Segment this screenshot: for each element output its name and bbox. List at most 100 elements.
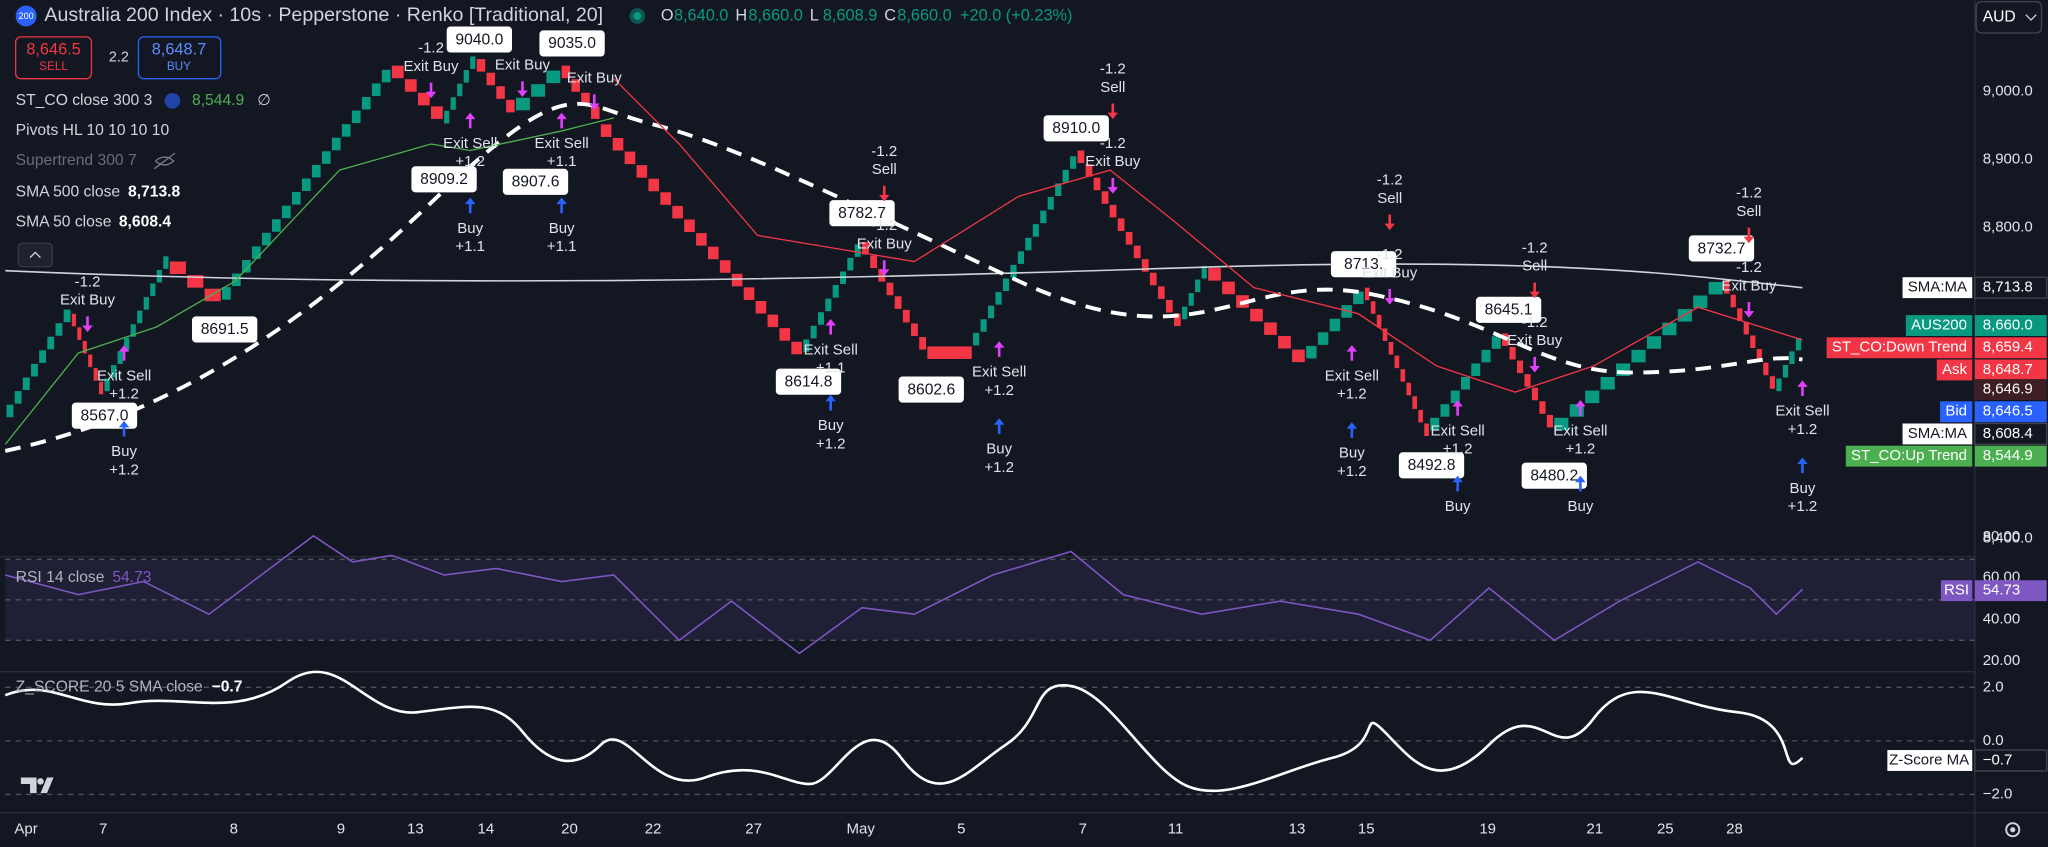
buy-label[interactable]: BUY bbox=[167, 60, 191, 73]
renko-brick bbox=[684, 219, 695, 233]
renko-brick bbox=[1600, 377, 1615, 390]
renko-brick bbox=[1516, 360, 1524, 374]
signal-label: -1.2 bbox=[1100, 61, 1126, 78]
signal-arrow bbox=[1452, 399, 1463, 416]
sell-label[interactable]: SELL bbox=[39, 60, 68, 73]
pivot-label: 8910.0 bbox=[1052, 120, 1100, 137]
renko-brick bbox=[391, 65, 404, 79]
sell-price[interactable]: 8,646.5 bbox=[26, 40, 80, 58]
renko-brick bbox=[1450, 390, 1460, 404]
signal-label: Sell bbox=[872, 161, 897, 178]
pivot-label: 8691.5 bbox=[201, 321, 249, 338]
signal-label: Exit Buy bbox=[1085, 153, 1141, 170]
pivot-box bbox=[1043, 115, 1109, 142]
renko-brick bbox=[82, 340, 87, 354]
renko-brick bbox=[1531, 387, 1539, 401]
pivot-box bbox=[446, 26, 512, 53]
zscore-axis-label: 2.0 bbox=[1983, 678, 2004, 695]
axes: 9,000.08,900.08,800.08,400.080.0060.0040… bbox=[14, 83, 2048, 838]
price-tag-label: SMA:MA bbox=[1908, 279, 1967, 296]
indicator-name[interactable]: ST_CO close 300 3 bbox=[16, 92, 153, 109]
indicator-name[interactable]: SMA 500 close bbox=[16, 183, 121, 200]
signal-label: Buy bbox=[1790, 480, 1816, 497]
renko-brick bbox=[311, 164, 321, 178]
pivot-label: 8602.6 bbox=[907, 381, 955, 398]
renko-brick bbox=[321, 151, 331, 164]
buy-button[interactable] bbox=[137, 36, 222, 80]
renko-brick bbox=[624, 151, 636, 165]
signal-label: +1.1 bbox=[547, 238, 577, 255]
renko-brick bbox=[810, 325, 817, 339]
indicator-value: 8,713.8 bbox=[128, 183, 181, 200]
sell-button[interactable] bbox=[15, 36, 93, 80]
signal-label: Exit Sell bbox=[972, 364, 1026, 381]
renko-brick bbox=[707, 246, 719, 260]
pivot-box bbox=[1688, 235, 1755, 262]
renko-brick bbox=[1093, 177, 1101, 191]
renko-brick bbox=[457, 83, 463, 97]
signal-arrow bbox=[589, 94, 600, 111]
signal-label: Exit Sell bbox=[1325, 367, 1379, 384]
price-tag-label: Ask bbox=[1942, 361, 1968, 378]
renko-brick bbox=[1737, 308, 1743, 321]
signal-label: Exit Sell bbox=[97, 367, 151, 384]
time-axis-label: 28 bbox=[1726, 821, 1743, 838]
renko-brick bbox=[1730, 294, 1736, 308]
price-tag-label: ST_CO:Down Trend bbox=[1832, 339, 1967, 356]
renko-brick bbox=[1182, 306, 1188, 320]
indicator-extra: ∅ bbox=[257, 92, 271, 109]
renko-brick bbox=[117, 351, 123, 364]
price-tag-value: 8,544.9 bbox=[1983, 447, 2033, 464]
ohlc-value: 8,640.0 bbox=[674, 6, 728, 24]
signal-arrow bbox=[825, 394, 836, 411]
renko-brick bbox=[847, 257, 854, 271]
renko-brick bbox=[591, 106, 600, 119]
indicator-name[interactable]: SMA 50 close bbox=[16, 213, 112, 230]
renko-brick bbox=[1724, 281, 1730, 294]
hidden-icon[interactable] bbox=[153, 152, 176, 170]
buy-price[interactable]: 8,648.7 bbox=[152, 40, 206, 58]
renko-brick bbox=[1662, 322, 1677, 336]
signal-label: -1.2 bbox=[1377, 246, 1403, 263]
renko-brick bbox=[1222, 281, 1235, 295]
sma-500-line bbox=[5, 263, 1803, 289]
renko-brick bbox=[1708, 281, 1723, 295]
settings-icon[interactable] bbox=[2005, 822, 2021, 838]
signal-arrow bbox=[1346, 422, 1358, 438]
signal-arrow bbox=[1346, 345, 1358, 361]
signal-label: Exit Sell bbox=[804, 341, 858, 358]
indicator-name[interactable]: Supertrend 300 7 bbox=[16, 152, 137, 169]
indicator-name[interactable]: Pivots HL 10 10 10 10 bbox=[16, 122, 170, 139]
currency[interactable]: AUD bbox=[1983, 8, 2016, 25]
renko-brick bbox=[1400, 369, 1406, 382]
renko-brick bbox=[870, 255, 878, 269]
collapse-button[interactable] bbox=[17, 242, 53, 268]
renko-brick bbox=[1750, 335, 1756, 349]
signal-arrow bbox=[1797, 457, 1808, 474]
time-axis-label: 19 bbox=[1479, 821, 1496, 838]
currency-button[interactable] bbox=[1975, 0, 2043, 34]
renko-brick bbox=[1524, 374, 1531, 387]
signal-label: Sell bbox=[1100, 79, 1125, 96]
ohlc: O 8,640.0 H 8,660.0 L 8,608.9 C 8,660.0 bbox=[661, 6, 952, 24]
pivot-box bbox=[1521, 462, 1587, 489]
pane-levels bbox=[5, 558, 1975, 796]
rsi-title[interactable]: RSI 14 close bbox=[16, 569, 105, 586]
signal-label: Exit Sell bbox=[443, 135, 497, 152]
renko-brick bbox=[731, 273, 743, 287]
time-axis-label: 14 bbox=[478, 821, 495, 838]
rsi-tag-value: 54.73 bbox=[1983, 582, 2021, 599]
pivot-box bbox=[1330, 251, 1397, 278]
price-tag-value: 8,646.5 bbox=[1983, 403, 2033, 420]
renko-bricks bbox=[6, 56, 1802, 437]
pivot-label: 8713. bbox=[1344, 256, 1383, 273]
renko-brick bbox=[1208, 268, 1221, 281]
time-axis-label: 9 bbox=[337, 821, 345, 838]
zscore-title[interactable]: Z_SCORE 20 5 SMA close bbox=[16, 678, 203, 695]
renko-brick bbox=[1756, 349, 1762, 362]
renko-brick bbox=[927, 346, 972, 359]
renko-brick bbox=[1376, 314, 1382, 328]
zscore-axis-label: −2.0 bbox=[1983, 785, 2013, 802]
renko-brick bbox=[381, 69, 391, 83]
